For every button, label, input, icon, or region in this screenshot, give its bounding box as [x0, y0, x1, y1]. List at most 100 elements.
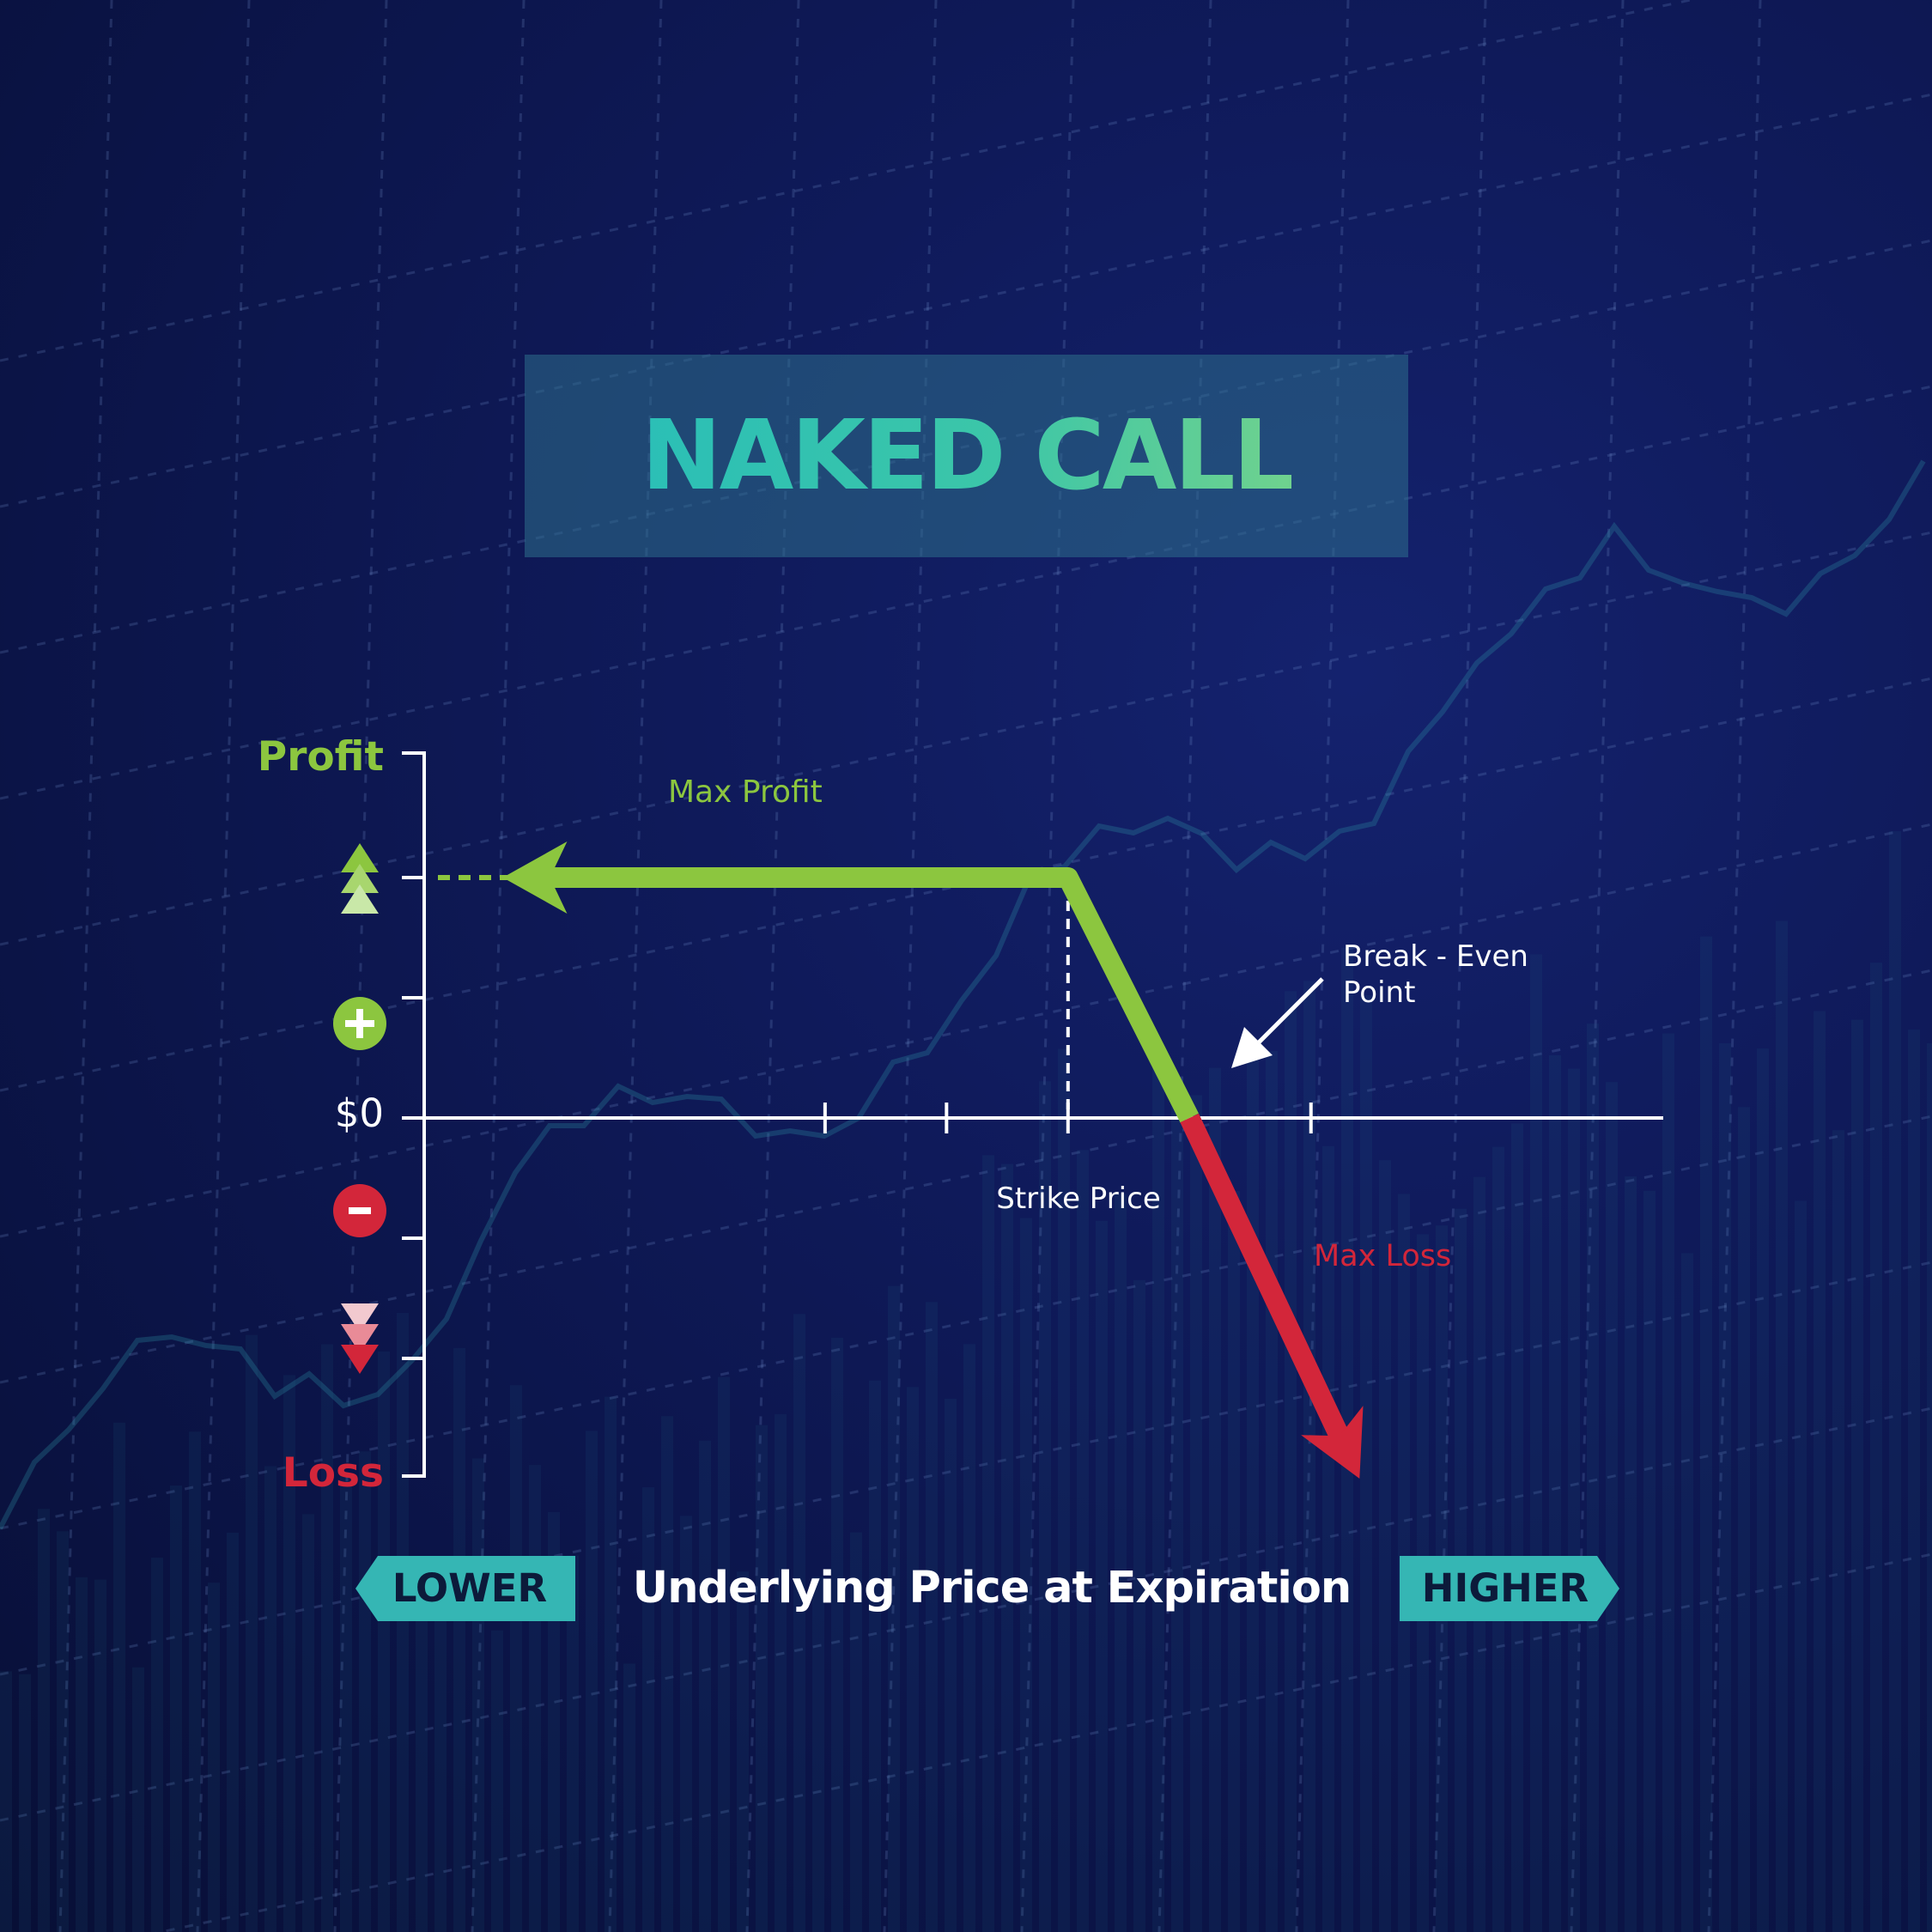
bg-volume-bar [113, 1422, 125, 1932]
bg-volume-bar [586, 1431, 598, 1932]
break-even-label: Break - Even Point [1343, 939, 1528, 1010]
bg-volume-bar [869, 1380, 881, 1932]
bg-volume-bar [775, 1413, 787, 1932]
chart-marks [438, 841, 1364, 1479]
bg-volume-bar [1832, 1130, 1844, 1932]
break-even-label-line: Point [1343, 975, 1415, 1010]
chart-title: NAKED CALL [641, 400, 1294, 512]
bg-volume-bar [1171, 1086, 1183, 1932]
strike-price-label: Strike Price [996, 1182, 1160, 1216]
loss-segment [1180, 1113, 1351, 1444]
bg-volume-bar [680, 1516, 692, 1932]
profit-triangle-icon [341, 884, 379, 914]
bg-volume-bar [1360, 994, 1372, 1932]
bg-grid-line [0, 823, 1932, 1238]
bg-volume-bar [1322, 1145, 1334, 1932]
bg-volume-bar [208, 1583, 220, 1932]
bg-volume-bar [1115, 1194, 1127, 1932]
bg-volume-bar [1228, 1191, 1240, 1932]
bg-volume-bar [1681, 1253, 1693, 1932]
bg-grid-line [0, 93, 1932, 508]
bg-volume-bar [19, 1674, 31, 1932]
bg-volume-bar [963, 1344, 975, 1932]
bg-volume-bar [1511, 1123, 1523, 1932]
bg-volume-bar [1814, 1011, 1826, 1932]
bg-volume-bar [1190, 1095, 1202, 1932]
bg-volume-bar [151, 1558, 163, 1932]
bg-volume-bar [227, 1532, 239, 1932]
max-loss-arrowhead [1301, 1406, 1364, 1479]
max-profit-arrowhead [502, 841, 568, 914]
bg-volume-bar [378, 1351, 390, 1932]
profit-segment [545, 867, 1199, 1123]
bg-volume-bar [605, 1396, 617, 1932]
y-label-profit: Profit [258, 733, 384, 781]
bg-volume-bar [1001, 1163, 1013, 1932]
lower-price-tag: LOWER [355, 1556, 575, 1621]
bg-volume-bar [1549, 1054, 1561, 1932]
bg-volume-bar [189, 1431, 201, 1932]
bg-volume-bar [1285, 991, 1297, 1932]
bg-volume-bar [132, 1667, 144, 1932]
bg-volume-bar [1096, 1220, 1108, 1932]
bg-grid-line [155, 1552, 1932, 1932]
y-axis-icons [333, 843, 386, 1374]
max-profit-label: Max Profit [668, 775, 823, 810]
bg-volume-bar [1908, 1030, 1920, 1932]
break-even-pointer-head [1231, 1027, 1273, 1068]
bg-volume-bar [1927, 1042, 1932, 1932]
bg-volume-bar [907, 1387, 919, 1932]
bg-volume-bar [1870, 963, 1882, 1932]
bg-volume-bar [642, 1487, 654, 1932]
bg-volume-bar [1473, 1176, 1485, 1932]
loss-triangle-icon [341, 1324, 379, 1353]
bg-volume-bar [737, 1571, 749, 1932]
bg-grid-line [333, 0, 388, 1932]
loss-triangle-icon [341, 1303, 379, 1333]
bg-volume-bar [57, 1531, 69, 1932]
bg-volume-bar [94, 1579, 106, 1932]
bg-volume-bar [1662, 1033, 1674, 1932]
bg-price-line [0, 459, 1926, 1530]
bg-grid-line [1020, 0, 1075, 1932]
bg-volume-bar [812, 1577, 824, 1932]
bg-volume-bar [397, 1312, 409, 1932]
bg-volume-bar [1303, 981, 1315, 1932]
bg-volume-bar [1568, 1068, 1580, 1932]
y-label-loss: Loss [283, 1449, 384, 1497]
bg-volume-bar [1776, 920, 1788, 1932]
bg-volume-bar [1058, 1048, 1070, 1932]
plus-icon-bar [356, 1009, 363, 1038]
bg-grid-line [196, 0, 251, 1932]
bg-volume-bar [1133, 1279, 1145, 1932]
bg-volume-bar [416, 1606, 428, 1932]
break-even-label-line: Break - Even [1343, 939, 1528, 974]
bg-volume-bar [434, 1620, 447, 1932]
bg-volume-bar [1643, 1190, 1656, 1932]
higher-price-tag: HIGHER [1400, 1556, 1619, 1621]
bg-grid-line [0, 969, 1932, 1384]
bg-volume-bar [661, 1416, 673, 1932]
bg-volume-bar [1039, 1081, 1051, 1932]
bg-grid-line [0, 1115, 1932, 1530]
bg-volume-bar [793, 1314, 805, 1932]
bg-grid-line [0, 1406, 1932, 1822]
bg-volume-bar [831, 1337, 843, 1932]
bg-grid-line [0, 1261, 1932, 1676]
bg-volume-bar [453, 1347, 465, 1932]
bg-volume-bar [718, 1376, 730, 1932]
bg-grid-line [608, 0, 663, 1932]
bg-grid-line [1295, 0, 1350, 1932]
max-loss-label: Max Loss [1314, 1239, 1451, 1273]
title-banner: NAKED CALL [525, 355, 1408, 557]
bg-grid-line [0, 531, 1932, 946]
bg-volume-bar [888, 1285, 900, 1932]
bg-grid-line [745, 0, 800, 1932]
x-axis-label: Underlying Price at Expiration [632, 1563, 1352, 1613]
bg-volume-bar [982, 1155, 994, 1932]
bg-volume-bar [1209, 1067, 1221, 1932]
bg-volume-bar [264, 1466, 276, 1932]
bg-volume-bar [321, 1344, 333, 1932]
bg-volume-bar [1530, 954, 1542, 1932]
